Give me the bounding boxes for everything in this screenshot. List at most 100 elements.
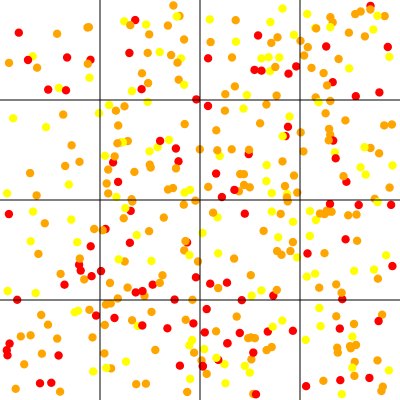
orange-dot[interactable] [267,38,276,48]
yellow-dot[interactable] [384,366,394,375]
orange-dot[interactable] [191,196,200,205]
orange-dot[interactable] [246,271,255,280]
orange-dot[interactable] [350,371,359,381]
orange-dot[interactable] [337,288,346,297]
orange-dot[interactable] [211,327,221,336]
orange-dot[interactable] [80,275,89,284]
orange-dot[interactable] [16,332,25,341]
orange-dot[interactable] [180,119,189,129]
yellow-dot[interactable] [85,73,94,82]
yellow-dot[interactable] [187,335,197,345]
orange-dot[interactable] [145,160,154,169]
orange-dot[interactable] [271,62,280,72]
yellow-dot[interactable] [262,176,271,186]
yellow-dot[interactable] [292,253,302,262]
yellow-dot[interactable] [127,86,137,96]
orange-dot[interactable] [127,316,137,325]
yellow-dot[interactable] [120,17,129,26]
yellow-dot[interactable] [264,53,273,62]
orange-dot[interactable] [283,197,292,206]
orange-dot[interactable] [296,128,305,137]
orange-dot[interactable] [303,43,312,52]
orange-dot[interactable] [288,237,298,247]
yellow-dot[interactable] [257,286,266,295]
yellow-dot[interactable] [247,291,256,300]
orange-dot[interactable] [37,349,47,358]
yellow-dot[interactable] [316,322,325,331]
orange-dot[interactable] [163,21,173,30]
red-dot[interactable] [4,209,14,219]
orange-dot[interactable] [113,139,122,148]
orange-dot[interactable] [230,82,240,91]
orange-dot[interactable] [374,149,384,158]
red-dot[interactable] [174,157,183,166]
red-dot[interactable] [86,242,95,251]
red-dot[interactable] [113,177,123,187]
yellow-dot[interactable] [385,52,394,62]
orange-dot[interactable] [123,283,132,292]
yellow-dot[interactable] [278,132,287,141]
orange-dot[interactable] [334,54,343,64]
red-dot[interactable] [325,199,335,209]
orange-dot[interactable] [378,382,387,391]
orange-dot[interactable] [221,90,230,99]
orange-dot[interactable] [352,236,362,245]
red-dot[interactable] [251,390,261,399]
yellow-dot[interactable] [8,114,18,123]
red-dot[interactable] [125,238,135,247]
red-dot[interactable] [341,235,350,244]
orange-dot[interactable] [208,208,218,217]
red-dot[interactable] [374,316,383,326]
orange-dot[interactable] [173,58,182,67]
orange-dot[interactable] [11,384,20,393]
red-dot[interactable] [14,28,23,37]
red-dot[interactable] [138,321,147,330]
orange-dot[interactable] [307,63,316,73]
red-dot[interactable] [171,144,181,153]
red-dot[interactable] [301,382,311,391]
orange-dot[interactable] [276,209,285,219]
yellow-dot[interactable] [302,272,311,281]
orange-dot[interactable] [166,50,176,60]
yellow-dot[interactable] [262,160,271,170]
orange-dot[interactable] [155,278,164,288]
yellow-dot[interactable] [373,197,382,207]
yellow-dot[interactable] [212,353,221,362]
yellow-dot[interactable] [345,64,354,73]
orange-dot[interactable] [229,254,239,263]
yellow-dot[interactable] [356,163,365,172]
orange-dot[interactable] [231,16,240,25]
yellow-dot[interactable] [369,25,378,34]
orange-dot[interactable] [239,170,249,179]
orange-dot[interactable] [119,214,128,223]
red-dot[interactable] [3,351,12,360]
yellow-dot[interactable] [289,30,299,40]
yellow-dot[interactable] [112,192,121,202]
orange-dot[interactable] [380,121,389,130]
yellow-dot[interactable] [239,104,248,113]
orange-dot[interactable] [333,343,342,352]
orange-dot[interactable] [111,106,121,115]
yellow-dot[interactable] [245,368,254,377]
yellow-dot[interactable] [288,217,298,226]
yellow-dot[interactable] [121,357,131,366]
yellow-dot[interactable] [268,322,277,331]
yellow-dot[interactable] [141,20,151,29]
yellow-dot[interactable] [172,12,181,21]
red-dot[interactable] [202,304,211,314]
orange-dot[interactable] [102,179,111,188]
red-dot[interactable] [192,95,201,104]
orange-dot[interactable] [169,1,178,10]
orange-dot[interactable] [75,254,85,263]
orange-dot[interactable] [137,69,147,78]
orange-dot[interactable] [143,48,152,58]
orange-dot[interactable] [32,63,42,72]
yellow-dot[interactable] [179,80,189,90]
orange-dot[interactable] [168,183,178,193]
red-dot[interactable] [223,339,232,348]
orange-dot[interactable] [100,320,110,330]
orange-dot[interactable] [351,340,361,350]
orange-dot[interactable] [40,219,49,228]
orange-dot[interactable] [83,59,93,68]
